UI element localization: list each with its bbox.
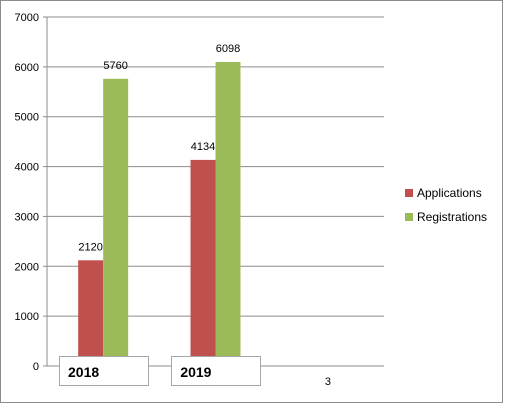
legend-label: Registrations [417,210,488,224]
data-label: 2120 [78,241,102,253]
legend-swatch [405,213,413,221]
y-tick-label: 7000 [15,12,39,24]
y-tick-label: 4000 [15,162,39,174]
bar-applications-2018 [78,260,104,366]
legend-item: Applications [405,181,487,205]
x-category-label: 2018 [59,356,149,386]
legend-swatch [405,189,413,197]
bar-registrations-2018 [103,78,129,366]
y-tick-label: 6000 [15,62,39,74]
y-tick-label: 1000 [15,311,39,323]
y-tick-label: 5000 [15,112,39,124]
data-label: 5760 [103,60,127,72]
data-label: 4134 [191,141,215,153]
legend: Applications Registrations [405,181,487,229]
legend-item: Registrations [405,205,487,229]
x-category-label: 3 [324,376,331,388]
y-tick-label: 3000 [15,211,39,223]
y-tick-label: 2000 [15,261,39,273]
y-tick-label: 0 [33,361,39,373]
bar-registrations-2019 [215,61,241,367]
legend-label: Applications [417,186,482,200]
data-label: 6098 [216,43,240,55]
bar-applications-2019 [190,159,216,366]
x-category-label: 2019 [171,356,262,386]
